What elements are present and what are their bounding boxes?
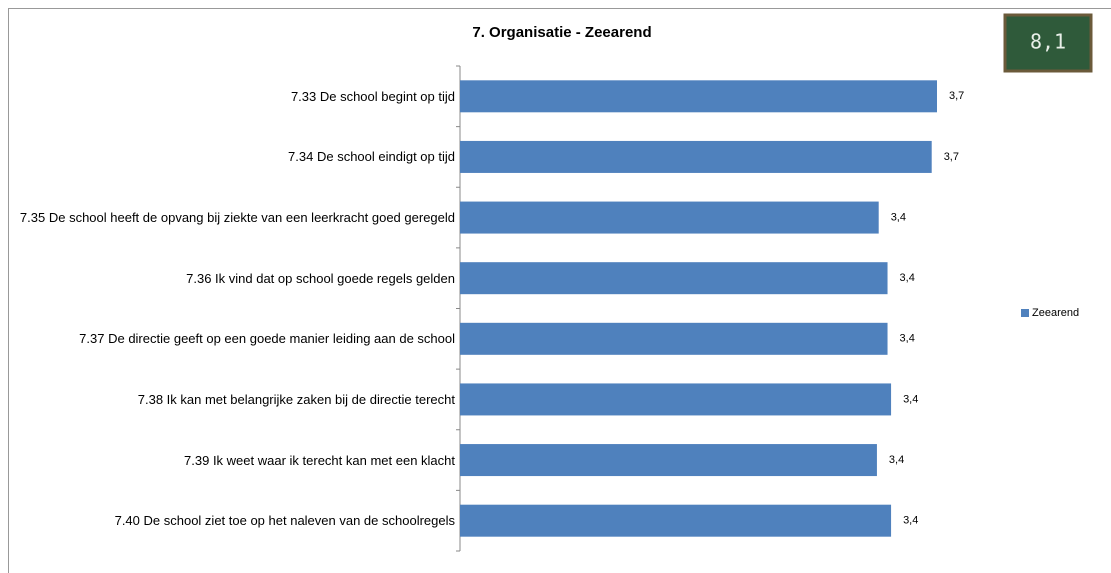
category-text: 7.36 Ik vind dat op school goede regels … <box>186 270 455 286</box>
badge-text: 8,1 <box>1030 30 1066 54</box>
legend-swatch <box>1021 309 1029 317</box>
category-text: 7.39 Ik weet waar ik terecht kan met een… <box>184 452 455 468</box>
category-label: 7.33 De school begint op tijd <box>6 71 455 121</box>
bar <box>460 80 937 113</box>
bar <box>460 383 892 416</box>
bar <box>460 140 932 173</box>
category-label: 7.34 De school eindigt op tijd <box>6 132 455 182</box>
category-label: 7.36 Ik vind dat op school goede regels … <box>6 253 455 303</box>
value-label: 3,7 <box>944 151 959 163</box>
value-label: 3,4 <box>903 393 918 405</box>
bar <box>460 262 888 295</box>
value-label: 3,7 <box>949 90 964 102</box>
category-label: 7.38 Ik kan met belangrijke zaken bij de… <box>6 374 455 424</box>
bar <box>460 201 879 234</box>
chart-title: 7. Organisatie - Zeearend <box>472 24 651 41</box>
value-label: 3,4 <box>891 211 906 223</box>
value-label: 3,4 <box>900 272 915 284</box>
category-label: 7.35 De school heeft de opvang bij ziekt… <box>6 193 455 243</box>
category-text: 7.35 De school heeft de opvang bij ziekt… <box>19 210 455 226</box>
category-label: 7.40 De school ziet toe op het naleven v… <box>6 496 455 546</box>
category-label: 7.37 De directie geeft op een goede mani… <box>6 314 455 364</box>
category-label: 7.39 Ik weet waar ik terecht kan met een… <box>6 435 455 485</box>
category-text: 7.38 Ik kan met belangrijke zaken bij de… <box>137 391 455 407</box>
value-label: 3,4 <box>889 454 904 466</box>
value-label: 3,4 <box>900 333 915 345</box>
bar <box>460 444 877 477</box>
category-text: 7.34 De school eindigt op tijd <box>288 149 455 165</box>
score-badge <box>1003 13 1093 73</box>
category-text: 7.40 De school ziet toe op het naleven v… <box>114 513 455 529</box>
category-text: 7.37 De directie geeft op een goede mani… <box>79 331 455 347</box>
legend-label: Zeearend <box>1032 307 1079 319</box>
value-label: 3,4 <box>903 515 918 527</box>
category-text: 7.33 De school begint op tijd <box>290 88 455 104</box>
bar <box>460 322 888 355</box>
bar <box>460 504 892 537</box>
